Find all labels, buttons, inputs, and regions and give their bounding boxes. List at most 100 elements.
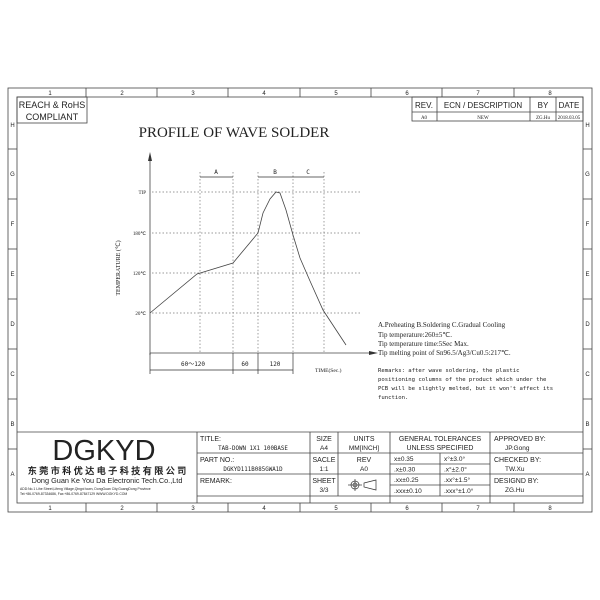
rev-label: REV [357, 457, 372, 464]
tolerance-cell: .xxx±0.10 [394, 488, 422, 495]
row-marker: G [10, 172, 15, 178]
sheet-label: SHEET [312, 478, 336, 485]
zone-c-label: C [306, 169, 310, 176]
row-marker: E [585, 272, 589, 278]
checked-value: TW.Xu [505, 466, 525, 473]
solder-profile: TIP 180℃ 120℃ 20℃ TEMPERATURE (℃) A B C … [115, 152, 378, 374]
duration-preheat: 60～120 [181, 361, 205, 368]
row-marker: D [585, 322, 590, 328]
y-tick-120: 120℃ [133, 271, 147, 277]
units-value: MM[INCH] [349, 445, 380, 452]
zone-a-label: A [214, 169, 218, 176]
company-logo: DGKYD [52, 435, 155, 467]
part-no-value: DGKYD111B085GWA1D [223, 467, 283, 473]
column-marker: 5 [334, 91, 338, 97]
zone-marks: 1 1 2 2 3 3 4 4 5 5 6 6 7 7 8 8 H H G G F F E E D D C C B B A A [8, 88, 592, 512]
date-header: DATE [559, 101, 580, 110]
row-marker: C [10, 372, 15, 378]
remark-line: PCB will be slightly melted, but it won'… [378, 386, 553, 392]
part-no-label: PART NO.: [200, 457, 234, 464]
column-marker: 2 [120, 506, 124, 512]
by-cell: ZG.Hu [536, 116, 551, 121]
remark-line: Remarks: after wave soldering, the plast… [378, 368, 519, 374]
row-marker: A [10, 472, 14, 478]
sheet-value: 3/3 [319, 487, 328, 494]
notes-legend: A.Preheating B.Soldering C.Gradual Cooli… [378, 321, 506, 329]
y-tick-180: 180℃ [133, 231, 147, 237]
x-axis-label: TIME(Sec.) [315, 367, 342, 374]
company-name-en: Dong Guan Ke You Da Electronic Tech.Co.,… [32, 476, 183, 485]
designed-label: DESIGND BY: [494, 478, 539, 485]
temperature-curve [149, 191, 347, 346]
compliance-line2: COMPLIANT [26, 112, 79, 122]
date-cell: 2018.03.05 [558, 116, 581, 121]
rev-cell: A0 [421, 116, 428, 121]
column-marker: 3 [191, 506, 195, 512]
tolerance-cell: x°±3.0° [444, 455, 465, 463]
column-marker: 3 [191, 91, 195, 97]
tolerance-cell: .xx±0.25 [394, 477, 419, 484]
rev-value: A0 [360, 466, 368, 473]
ecn-cell: NEW [477, 116, 489, 121]
column-marker: 5 [334, 506, 338, 512]
note-line: Tip temperature time:5Sec Max. [378, 340, 469, 348]
scale-label: SACLE [313, 457, 336, 464]
remark-line: function. [378, 395, 408, 401]
column-marker: 4 [262, 91, 266, 97]
x-axis-arrow [369, 351, 378, 355]
duration-ramp: 60 [241, 361, 249, 368]
row-marker: A [585, 472, 589, 478]
tolerance-header-2: UNLESS SPECIFIED [407, 445, 474, 452]
y-tick-tip: TIP [139, 191, 147, 196]
row-marker: F [586, 222, 590, 228]
approved-value: JP.Gong [505, 445, 530, 452]
title-block: DGKYD 东 莞 市 科 优 达 电 子 科 技 有 限 公 司 Dong G… [17, 431, 583, 503]
column-marker: 4 [262, 506, 266, 512]
title-label: TITLE: [200, 436, 221, 443]
tolerance-cell: .x°±2.0° [444, 466, 467, 474]
row-marker: C [585, 372, 590, 378]
column-marker: 2 [120, 91, 124, 97]
zone-b-label: B [273, 169, 277, 176]
tolerance-table: x±0.35 x°±3.0° .x±0.30 .x°±2.0° .xx±0.25 .xx°… [394, 455, 474, 495]
remark-label: REMARK: [200, 478, 232, 485]
y-axis-arrow [148, 152, 152, 161]
projection-symbol-icon [348, 479, 377, 491]
notes: A.Preheating B.Soldering C.Gradual Cooli… [378, 321, 553, 401]
units-label: UNITS [354, 436, 375, 443]
compliance-line1: REACH & RoHS [19, 100, 86, 110]
row-marker: H [10, 123, 14, 129]
row-marker: D [10, 322, 15, 328]
note-line: Tip melting point of Sn96.5/Ag3/Cu0.5:21… [378, 349, 511, 357]
row-marker: E [10, 272, 14, 278]
size-value: A4 [320, 445, 328, 452]
row-marker: F [11, 222, 15, 228]
rev-header: REV. [415, 101, 433, 110]
title-value: TAB-DOWN 1X1 100BASE [218, 446, 288, 452]
tolerance-cell: .xxx°±1.0° [444, 487, 474, 495]
duration-solder: 120 [270, 361, 281, 368]
approved-label: APPROVED BY: [494, 436, 546, 443]
column-marker: 7 [476, 91, 480, 97]
company-name-cn: 东 莞 市 科 优 达 电 子 科 技 有 限 公 司 [28, 465, 187, 476]
column-marker: 1 [48, 91, 52, 97]
size-label: SIZE [316, 436, 332, 443]
ecn-header: ECN / DESCRIPTION [444, 101, 522, 110]
column-marker: 8 [548, 506, 552, 512]
by-header: BY [538, 101, 549, 110]
column-marker: 7 [476, 506, 480, 512]
row-marker: B [585, 422, 589, 428]
y-axis-label: TEMPERATURE (℃) [115, 240, 122, 295]
remark-line: positioning columns of the product which… [378, 377, 547, 383]
company-address: ADD:No.1 Lihe Street,Lifeng Village,Qing… [20, 487, 151, 491]
note-line: Tip temperature:260±5℃. [378, 331, 452, 339]
gridlines [152, 172, 362, 353]
designed-value: ZG.Hu [505, 487, 525, 494]
row-marker: G [585, 172, 590, 178]
tolerance-cell: x±0.35 [394, 456, 414, 463]
tolerance-header-1: GENERAL TOLERANCES [399, 436, 482, 443]
drawing-title: PROFILE OF WAVE SOLDER [139, 125, 330, 141]
checked-label: CHECKED BY: [494, 457, 541, 464]
tolerance-cell: .xx°±1.5° [444, 476, 471, 484]
